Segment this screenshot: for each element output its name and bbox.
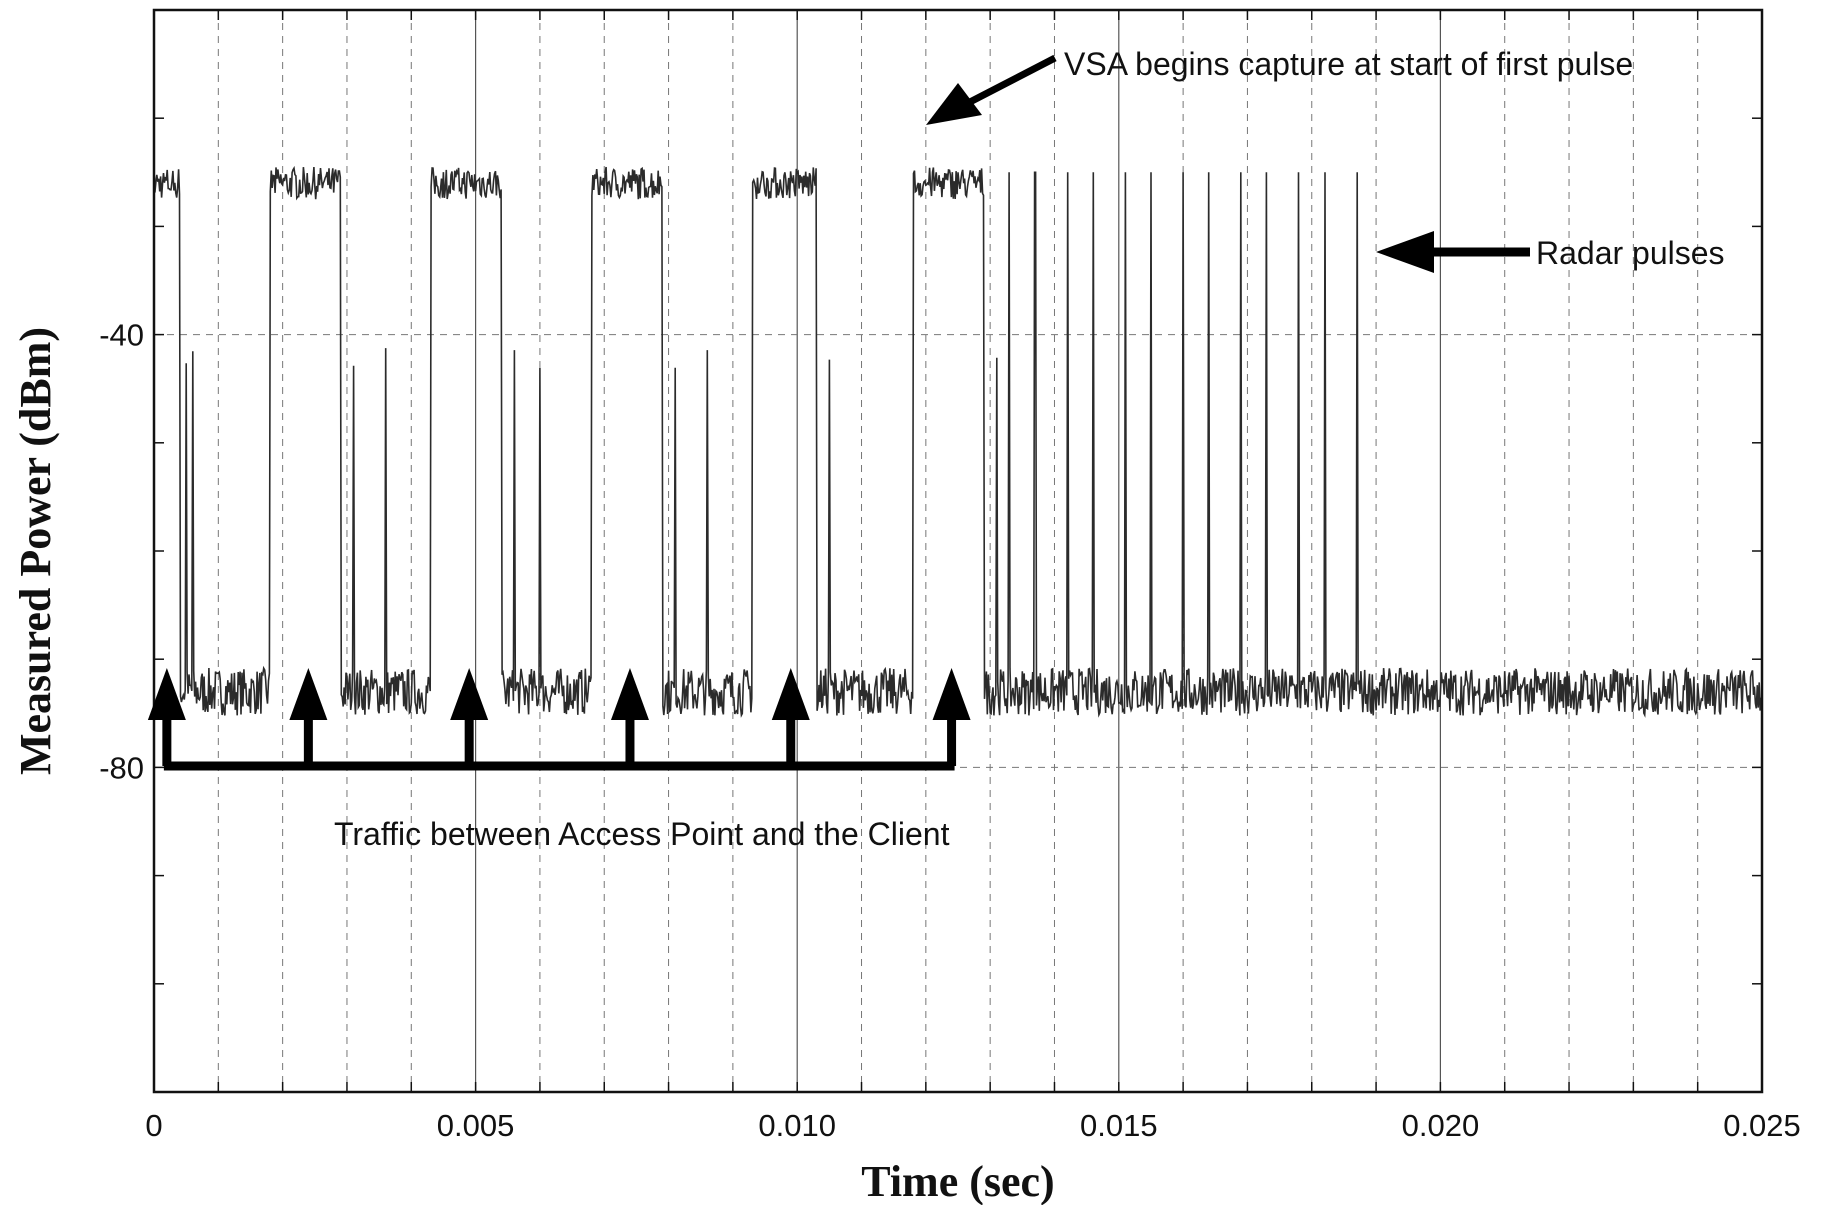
y-axis-title: Measured Power (dBm)	[11, 327, 60, 775]
traffic-arrow-head	[450, 668, 489, 720]
traffic-arrow-head	[771, 668, 810, 720]
x-tick-label: 0.025	[1723, 1108, 1801, 1143]
x-tick-label: 0.005	[437, 1108, 515, 1143]
plot-frame	[152, 8, 1764, 1094]
traffic-arrow-head	[932, 668, 971, 720]
x-tick-label: 0	[145, 1108, 162, 1143]
y-tick-label: -40	[99, 318, 144, 353]
annotations: VSA begins capture at start of first pul…	[147, 46, 1725, 852]
traffic-arrow-head	[610, 668, 649, 720]
x-tick-label: 0.015	[1080, 1108, 1158, 1143]
vsa-capture-annotation: VSA begins capture at start of first pul…	[1064, 46, 1633, 82]
traffic-annotation: Traffic between Access Point and the Cli…	[334, 816, 950, 852]
grid	[153, 9, 1763, 1093]
y-axis-ticks: -40 -80	[99, 318, 144, 786]
traffic-arrow-head	[289, 668, 328, 720]
y-tick-label: -80	[99, 750, 144, 785]
x-axis-ticks: 0 0.005 0.010 0.015 0.020 0.025	[145, 1108, 1800, 1143]
x-axis-title: Time (sec)	[861, 1157, 1054, 1205]
radar-arrow-head	[1376, 231, 1434, 273]
x-tick-label: 0.020	[1402, 1108, 1480, 1143]
vsa-arrow-head	[926, 83, 982, 125]
radar-pulses-annotation: Radar pulses	[1536, 235, 1725, 271]
measured-power-trace	[153, 165, 1763, 718]
x-tick-label: 0.010	[758, 1108, 836, 1143]
vsa-arrow-shaft	[966, 54, 1057, 107]
traffic-arrow-head	[147, 668, 186, 720]
